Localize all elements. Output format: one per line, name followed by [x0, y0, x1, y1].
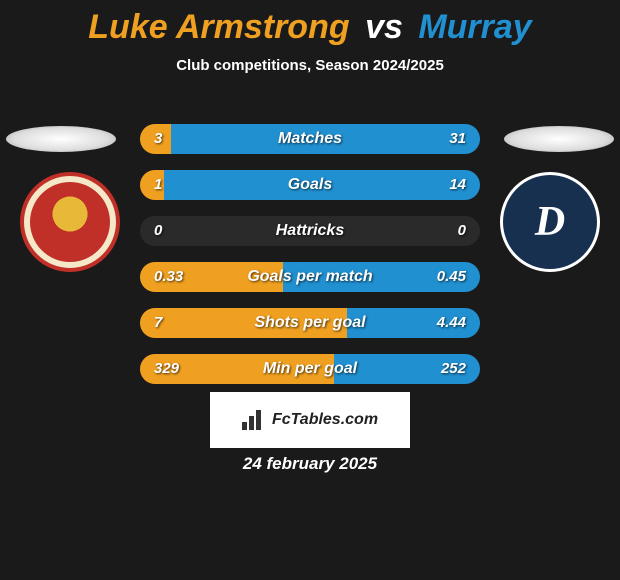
player2-ellipse: [504, 126, 614, 152]
stat-label: Goals: [140, 170, 480, 200]
stat-row: 74.44Shots per goal: [140, 308, 480, 338]
player1-name: Luke Armstrong: [88, 8, 349, 46]
player1-ellipse: [6, 126, 116, 152]
team1-badge: [20, 172, 120, 272]
player2-name: Murray: [418, 8, 531, 46]
subtitle: Club competitions, Season 2024/2025: [0, 57, 620, 74]
stat-row: 0.330.45Goals per match: [140, 262, 480, 292]
stat-row: 114Goals: [140, 170, 480, 200]
stat-label: Matches: [140, 124, 480, 154]
stat-label: Shots per goal: [140, 308, 480, 338]
stat-label: Goals per match: [140, 262, 480, 292]
vs-text: vs: [365, 8, 403, 46]
date-text: 24 february 2025: [0, 454, 620, 474]
stat-label: Hattricks: [140, 216, 480, 246]
stat-row: 331Matches: [140, 124, 480, 154]
source-text: FcTables.com: [272, 411, 378, 429]
team2-badge: D: [500, 172, 600, 272]
team2-initial: D: [535, 198, 565, 246]
comparison-title: Luke Armstrong vs Murray: [0, 0, 620, 47]
stat-rows: 331Matches 114Goals 00Hattricks 0.330.45Goa…: [140, 124, 480, 400]
stat-row: 329252Min per goal: [140, 354, 480, 384]
stat-label: Min per goal: [140, 354, 480, 384]
stat-row: 00Hattricks: [140, 216, 480, 246]
source-badge[interactable]: FcTables.com: [210, 392, 410, 448]
chart-icon: [242, 410, 268, 430]
